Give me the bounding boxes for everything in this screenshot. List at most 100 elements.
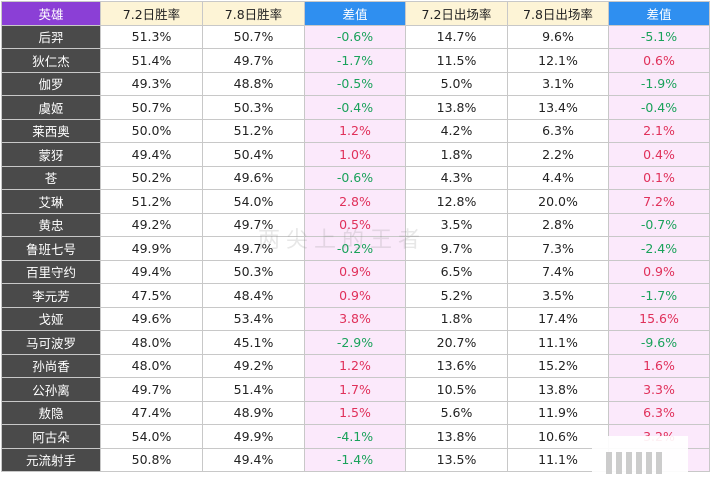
pickrate-0702-cell: 4.2% (405, 118, 508, 143)
pickrate-diff-cell: 0.9% (608, 259, 710, 284)
pickrate-0708-cell: 3.5% (507, 283, 609, 308)
winrate-0708-cell: 49.9% (202, 424, 305, 449)
table-row: 敖隐 47.4% 48.9% 1.5% 5.6% 11.9% 6.3% (1, 400, 710, 425)
winrate-diff-cell: 1.0% (304, 142, 406, 167)
pickrate-0708-cell: 2.8% (507, 212, 609, 237)
pickrate-0702-cell: 3.5% (405, 212, 508, 237)
pickrate-0702-cell: 9.7% (405, 236, 508, 261)
pickrate-diff-cell: -0.4% (608, 95, 710, 120)
winrate-diff-cell: 1.5% (304, 400, 406, 425)
hero-name-cell: 孙尚香 (1, 353, 101, 378)
hero-name-cell: 敖隐 (1, 400, 101, 425)
pickrate-diff-cell: 0.6% (608, 48, 710, 73)
winrate-0708-cell: 50.3% (202, 259, 305, 284)
table-row: 后羿 51.3% 50.7% -0.6% 14.7% 9.6% -5.1% (1, 24, 710, 49)
pickrate-0702-cell: 10.5% (405, 377, 508, 402)
pickrate-0702-cell: 14.7% (405, 24, 508, 49)
winrate-0702-cell: 50.0% (100, 118, 203, 143)
winrate-diff-cell: -0.6% (304, 24, 406, 49)
header-row: 英雄 7.2日胜率 7.8日胜率 差值 7.2日出场率 7.8日出场率 差值 (1, 1, 710, 26)
pickrate-diff-cell: -2.4% (608, 236, 710, 261)
hero-name-cell: 莱西奥 (1, 118, 101, 143)
hero-name-cell: 黄忠 (1, 212, 101, 237)
hero-name-cell: 元流射手 (1, 447, 101, 472)
winrate-diff-cell: -1.4% (304, 447, 406, 472)
pickrate-0708-cell: 10.6% (507, 424, 609, 449)
pickrate-0708-cell: 6.3% (507, 118, 609, 143)
pickrate-0708-cell: 20.0% (507, 189, 609, 214)
winrate-0708-cell: 48.4% (202, 283, 305, 308)
winrate-0702-cell: 51.3% (100, 24, 203, 49)
winrate-0708-cell: 50.7% (202, 24, 305, 49)
pickrate-diff-cell: -1.9% (608, 71, 710, 96)
table-row: 狄仁杰 51.4% 49.7% -1.7% 11.5% 12.1% 0.6% (1, 48, 710, 73)
pickrate-diff-cell: 1.6% (608, 353, 710, 378)
table-row: 公孙离 49.7% 51.4% 1.7% 10.5% 13.8% 3.3% (1, 377, 710, 402)
header-winrate-0702: 7.2日胜率 (100, 1, 203, 26)
winrate-diff-cell: 0.5% (304, 212, 406, 237)
table-row: 孙尚香 48.0% 49.2% 1.2% 13.6% 15.2% 1.6% (1, 353, 710, 378)
table-row: 蒙犽 49.4% 50.4% 1.0% 1.8% 2.2% 0.4% (1, 142, 710, 167)
winrate-0702-cell: 49.2% (100, 212, 203, 237)
winrate-diff-cell: 1.7% (304, 377, 406, 402)
pickrate-0708-cell: 11.1% (507, 447, 609, 472)
hero-name-cell: 公孙离 (1, 377, 101, 402)
pickrate-0702-cell: 12.8% (405, 189, 508, 214)
hero-name-cell: 李元芳 (1, 283, 101, 308)
hero-name-cell: 阿古朵 (1, 424, 101, 449)
winrate-diff-cell: -4.1% (304, 424, 406, 449)
pickrate-0702-cell: 5.2% (405, 283, 508, 308)
hero-name-cell: 后羿 (1, 24, 101, 49)
hero-name-cell: 百里守约 (1, 259, 101, 284)
hero-name-cell: 马可波罗 (1, 330, 101, 355)
winrate-0708-cell: 51.2% (202, 118, 305, 143)
header-winrate-0708: 7.8日胜率 (202, 1, 305, 26)
pickrate-diff-cell: 6.3% (608, 400, 710, 425)
hero-name-cell: 戈娅 (1, 306, 101, 331)
winrate-diff-cell: 1.2% (304, 118, 406, 143)
winrate-0708-cell: 49.2% (202, 353, 305, 378)
winrate-0708-cell: 49.4% (202, 447, 305, 472)
table-row: 伽罗 49.3% 48.8% -0.5% 5.0% 3.1% -1.9% (1, 71, 710, 96)
pickrate-0702-cell: 13.8% (405, 424, 508, 449)
pickrate-0708-cell: 7.3% (507, 236, 609, 261)
pickrate-diff-cell: 15.6% (608, 306, 710, 331)
header-pickrate-0708: 7.8日出场率 (507, 1, 609, 26)
pickrate-diff-cell: 7.2% (608, 189, 710, 214)
pickrate-0708-cell: 12.1% (507, 48, 609, 73)
pickrate-diff-cell: 3.3% (608, 377, 710, 402)
winrate-0702-cell: 49.6% (100, 306, 203, 331)
winrate-0708-cell: 48.8% (202, 71, 305, 96)
winrate-0708-cell: 45.1% (202, 330, 305, 355)
table-row: 李元芳 47.5% 48.4% 0.9% 5.2% 3.5% -1.7% (1, 283, 710, 308)
winrate-diff-cell: -0.2% (304, 236, 406, 261)
pickrate-0708-cell: 17.4% (507, 306, 609, 331)
pickrate-0702-cell: 13.6% (405, 353, 508, 378)
pickrate-diff-cell: 2.1% (608, 118, 710, 143)
table-row: 戈娅 49.6% 53.4% 3.8% 1.8% 17.4% 15.6% (1, 306, 710, 331)
pickrate-0708-cell: 11.9% (507, 400, 609, 425)
winrate-0708-cell: 53.4% (202, 306, 305, 331)
table-row: 马可波罗 48.0% 45.1% -2.9% 20.7% 11.1% -9.6% (1, 330, 710, 355)
winrate-0708-cell: 50.4% (202, 142, 305, 167)
hero-name-cell: 狄仁杰 (1, 48, 101, 73)
winrate-0702-cell: 49.3% (100, 71, 203, 96)
winrate-diff-cell: 2.8% (304, 189, 406, 214)
winrate-0702-cell: 51.2% (100, 189, 203, 214)
pickrate-0708-cell: 15.2% (507, 353, 609, 378)
pickrate-0702-cell: 5.0% (405, 71, 508, 96)
winrate-0702-cell: 48.0% (100, 330, 203, 355)
table-row: 阿古朵 54.0% 49.9% -4.1% 13.8% 10.6% 3.2% (1, 424, 710, 449)
winrate-0702-cell: 50.2% (100, 165, 203, 190)
winrate-0702-cell: 48.0% (100, 353, 203, 378)
winrate-0708-cell: 48.9% (202, 400, 305, 425)
pickrate-0702-cell: 1.8% (405, 142, 508, 167)
winrate-0708-cell: 50.3% (202, 95, 305, 120)
pickrate-diff-cell: 0.1% (608, 165, 710, 190)
winrate-0702-cell: 50.8% (100, 447, 203, 472)
winrate-0702-cell: 49.9% (100, 236, 203, 261)
pickrate-0702-cell: 4.3% (405, 165, 508, 190)
hero-stats-table: 英雄 7.2日胜率 7.8日胜率 差值 7.2日出场率 7.8日出场率 差值 后… (1, 1, 710, 472)
pickrate-0708-cell: 13.4% (507, 95, 609, 120)
winrate-0702-cell: 47.5% (100, 283, 203, 308)
